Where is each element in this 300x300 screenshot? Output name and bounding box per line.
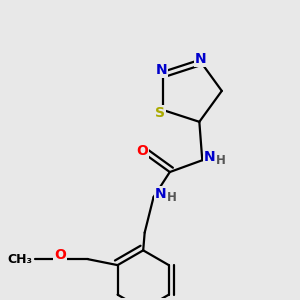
Text: N: N xyxy=(195,52,207,65)
Text: CH₃: CH₃ xyxy=(7,253,32,266)
Text: N: N xyxy=(155,187,167,201)
Text: N: N xyxy=(156,63,167,77)
Text: O: O xyxy=(136,144,148,158)
Text: S: S xyxy=(155,106,165,120)
Text: H: H xyxy=(216,154,226,167)
Text: H: H xyxy=(167,191,177,204)
Text: N: N xyxy=(204,150,215,164)
Text: O: O xyxy=(54,248,66,262)
